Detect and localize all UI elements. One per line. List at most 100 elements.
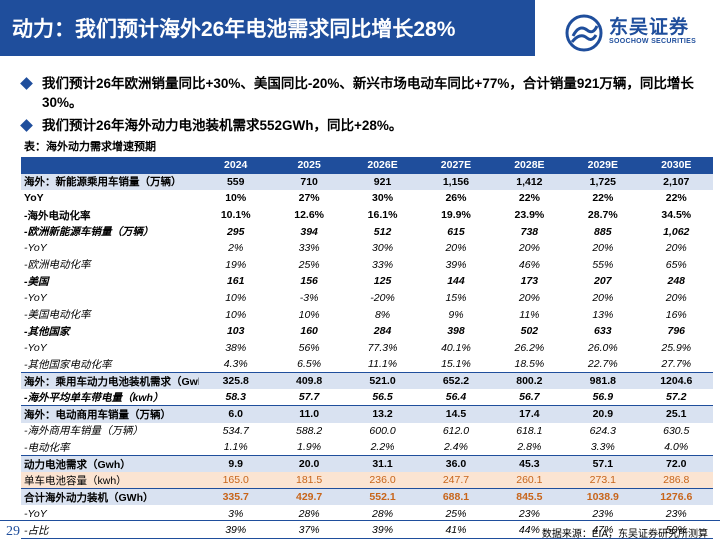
table-cell: 26.0% [587,341,618,354]
table-cell: 13% [592,308,614,321]
table-cell: 710 [272,173,346,191]
table-cell: 103 [226,325,245,338]
table-row: YoY 10% 27% 30% 26% 22% 22% 22% [21,190,713,207]
table-cell: 295 [226,225,245,238]
table-cell: 57.1 [566,455,640,473]
header-cell: 2024 [199,157,273,174]
forecast-table: 2024 2025 2026E 2027E 2028E 2029E 2030E … [21,157,713,540]
table-cell: 40.1% [441,341,471,354]
table-cell: 27.7% [661,358,692,371]
table-cell: 552.1 [345,488,420,506]
table-cell: 165.0 [199,472,273,489]
table-cell: 688.1 [419,488,493,506]
row-label: -YoY [24,292,47,305]
table-row: 合计海外动力装机（GWh） 335.7 429.7 552.1 688.1 845.5 10… [21,488,713,506]
table-cell: -3% [299,292,319,305]
table-cell: 22% [518,192,540,205]
table-cell: 273.1 [566,472,640,489]
table-cell: 559 [199,173,273,191]
table-cell: 44% [492,522,567,540]
table-row: -其他国家电动化率 4.3% 6.5% 11.1% 15.1% 18.5% 22.7% 27.… [21,356,713,373]
table-cell: 65% [665,258,687,271]
table-row: 海外：新能源乘用车销量（万辆） 559 710 921 1,156 1,412 1,725 2… [21,173,713,191]
table-row: 海外：乘用车动力电池装机需求（Gwh） 325.8 409.8 521.0 652.2 8… [21,372,713,390]
table-cell: 4.0% [664,441,689,454]
table-cell: 9% [448,308,464,321]
table-cell: 6.0 [199,405,273,423]
table-cell: 2.2% [370,441,395,454]
row-label: 海外：新能源乘用车销量（万辆） [21,173,199,191]
page-number: 29 [6,524,20,539]
table-cell: 633 [594,325,612,338]
table-cell: 325.8 [199,372,273,390]
bullet-text: 我们预计26年海外动力电池装机需求552GWh，同比+28%。 [42,118,403,133]
table-cell: 10% [298,308,320,321]
table-row: 海外：电动商用车销量（万辆） 6.0 11.0 13.2 14.5 17.4 20.9 25.… [21,405,713,423]
table-cell: 11.1% [368,358,398,371]
row-label: -电动化率 [24,441,70,454]
table-cell: 19.9% [441,209,471,222]
bullet-item: 我们预计26年欧洲销量同比+30%、美国同比-20%、新兴市场电动车同比+77%… [20,74,702,112]
diamond-bullet-icon [20,77,33,90]
table-cell: 4.3% [223,358,248,371]
row-label: -其他国家 [24,325,70,338]
table-cell: 2.8% [517,441,542,454]
table-cell: 20% [518,292,540,305]
table-cell: 77.3% [367,341,398,354]
table-cell: 8% [374,308,391,321]
row-label: YoY [24,192,44,205]
table-cell: 57.7 [298,391,320,404]
data-source: 数据来源：EIA，东吴证券研究所测算 [541,529,708,540]
table-cell: 20% [592,292,614,305]
row-label: -YoY [24,341,47,354]
table-cell: 31.1 [345,455,420,473]
table-row: -YoY 38% 56% 77.3% 40.1% 26.2% 26.0% 25.9% [21,340,713,357]
table-cell: 30% [372,192,394,205]
table-cell: 3.3% [590,441,615,454]
table-cell: 156 [300,275,318,288]
table-cell: 20% [518,242,540,255]
table-cell: 12.6% [294,209,325,222]
table-cell: 160 [300,325,318,338]
table-cell: 57.2 [666,391,687,404]
table-cell: 429.7 [272,488,346,506]
table-cell: 13.2 [345,405,420,423]
row-label: -YoY [24,242,47,255]
row-label: -欧洲新能源车销量（万辆） [24,226,154,239]
row-label: -美国电动化率 [24,309,91,322]
table-cell: 22.7% [587,358,618,371]
table-cell: 23% [518,507,540,520]
table-cell: 56.7 [519,391,540,404]
table-cell: 260.1 [492,472,567,489]
table-cell: 39% [345,522,420,540]
table-cell: 20% [445,242,467,255]
table-cell: 588.2 [295,424,323,437]
diamond-bullet-icon [20,119,33,132]
table-cell: 2,107 [639,173,713,191]
slide-title: 动力：我们预计海外26年电池需求同比增长28% [0,0,535,56]
table-caption: 表：海外动力需求增速预期 [24,141,156,153]
row-label: 单车电池容量（kwh） [21,472,199,489]
row-label: -占比 [21,522,199,540]
table-cell: 22% [665,192,687,205]
table-cell: 56.4 [445,391,467,404]
table-cell: 2% [228,242,244,255]
table-cell: 6.5% [297,358,322,371]
table-row: -YoY 10% -3% -20% 15% 20% 20% 20% [21,290,713,307]
table-cell: 236.0 [345,472,420,489]
header-cell [21,157,199,174]
table-cell: 207 [594,275,612,288]
table-cell: 28% [298,507,320,520]
table-cell: 28% [372,507,394,520]
table-cell: 34.5% [661,209,692,222]
row-label: 海外：乘用车动力电池装机需求（Gwh） [21,372,199,390]
table-cell: 921 [345,173,420,191]
table-row: -欧洲新能源车销量（万辆） 295 394 512 615 738 885 1,062 [21,223,713,240]
table-cell: 33% [298,242,320,255]
table-row: -美国电动化率 10% 10% 8% 9% 11% 13% 16% [21,306,713,323]
table-cell: 18.5% [514,358,545,371]
table-row: -占比 39% 37% 39% 41% 44% 47% 50% [21,522,713,540]
table-cell: 624.3 [589,424,616,437]
table-cell: 845.5 [492,488,567,506]
table-cell: 394 [300,225,318,238]
